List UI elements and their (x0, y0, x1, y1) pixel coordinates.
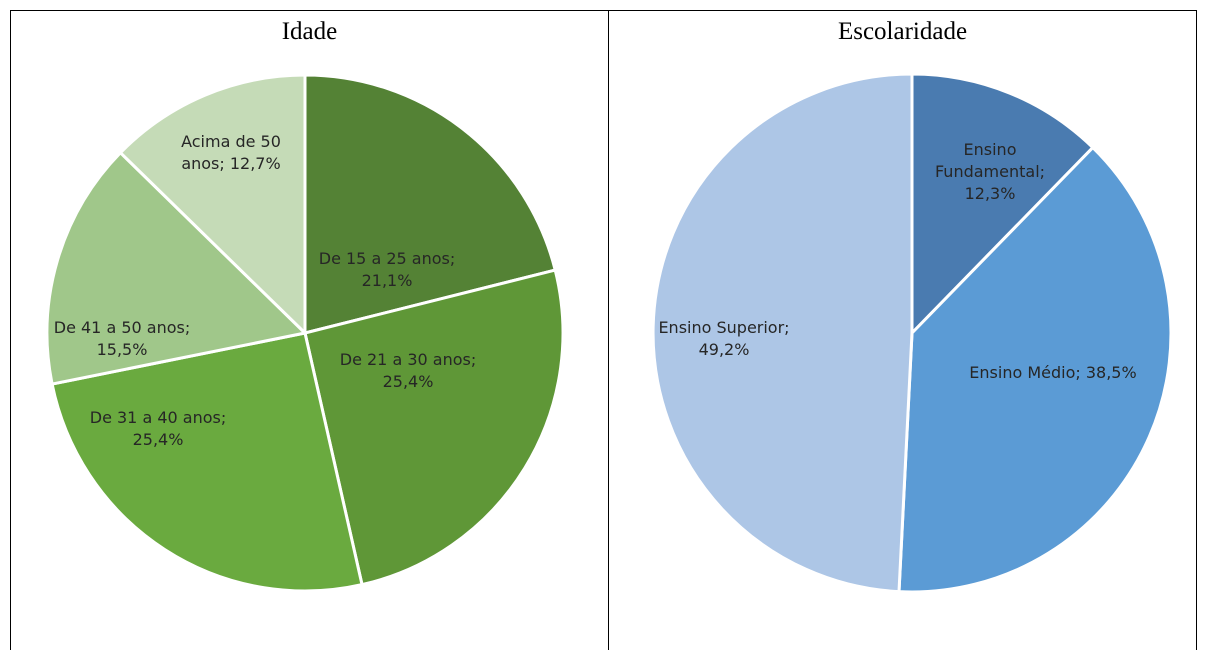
slice-label: De 31 a 40 anos; 25,4% (90, 408, 227, 449)
pie-slice (303, 268, 565, 587)
chart-title-escolaridade: Escolaridade (837, 18, 968, 45)
slice-label-line: De 21 a 30 anos; (340, 350, 477, 369)
pie-slice (118, 73, 307, 335)
slice-label-line: 21,1% (362, 271, 413, 290)
pie-chart-idade: De 15 a 25 anos; 21,1% De 21 a 30 anos; 25,… (45, 73, 565, 593)
slice-label: De 41 a 50 anos; 15,5% (54, 318, 191, 359)
pie-chart-escolaridade: Ensino Fundamental; 12,3% Ensino Médio; 38,… (651, 72, 1173, 594)
pie-slice (651, 72, 914, 594)
slice-label-line: Ensino Superior; (658, 318, 789, 337)
slice-label-line: Ensino Médio; 38,5% (969, 363, 1136, 382)
slice-label: De 15 a 25 anos; 21,1% (319, 249, 456, 290)
slice-label-line: 12,3% (965, 184, 1016, 203)
pie-slice (910, 72, 1095, 335)
pie-slice (303, 73, 557, 335)
slice-label: Ensino Superior; 49,2% (658, 318, 789, 359)
slice-label: Acima de 50 anos; 12,7% (181, 132, 281, 173)
slice-label-line: Ensino (964, 140, 1017, 159)
slice-label-line: De 15 a 25 anos; (319, 249, 456, 268)
pie-slice (50, 331, 364, 593)
slice-label: Ensino Fundamental; 12,3% (935, 140, 1045, 203)
slice-label-line: Acima de 50 (181, 132, 281, 151)
slice-label-line: 15,5% (97, 340, 148, 359)
slice-label-line: 25,4% (133, 430, 184, 449)
slice-label-line: anos; 12,7% (181, 154, 280, 173)
slice-label-line: 49,2% (699, 340, 750, 359)
chart-title-idade: Idade (281, 18, 338, 45)
pie-slice (45, 151, 307, 386)
slice-label-line: Fundamental; (935, 162, 1045, 181)
slice-label: De 21 a 30 anos; 25,4% (340, 350, 477, 391)
slice-label-line: De 41 a 50 anos; (54, 318, 191, 337)
slice-label-line: De 31 a 40 anos; (90, 408, 227, 427)
slice-label: Ensino Médio; 38,5% (969, 363, 1136, 382)
slice-label-line: 25,4% (383, 372, 434, 391)
panel-divider (608, 10, 609, 650)
figure-frame (10, 10, 1197, 650)
pie-slice (897, 146, 1173, 594)
